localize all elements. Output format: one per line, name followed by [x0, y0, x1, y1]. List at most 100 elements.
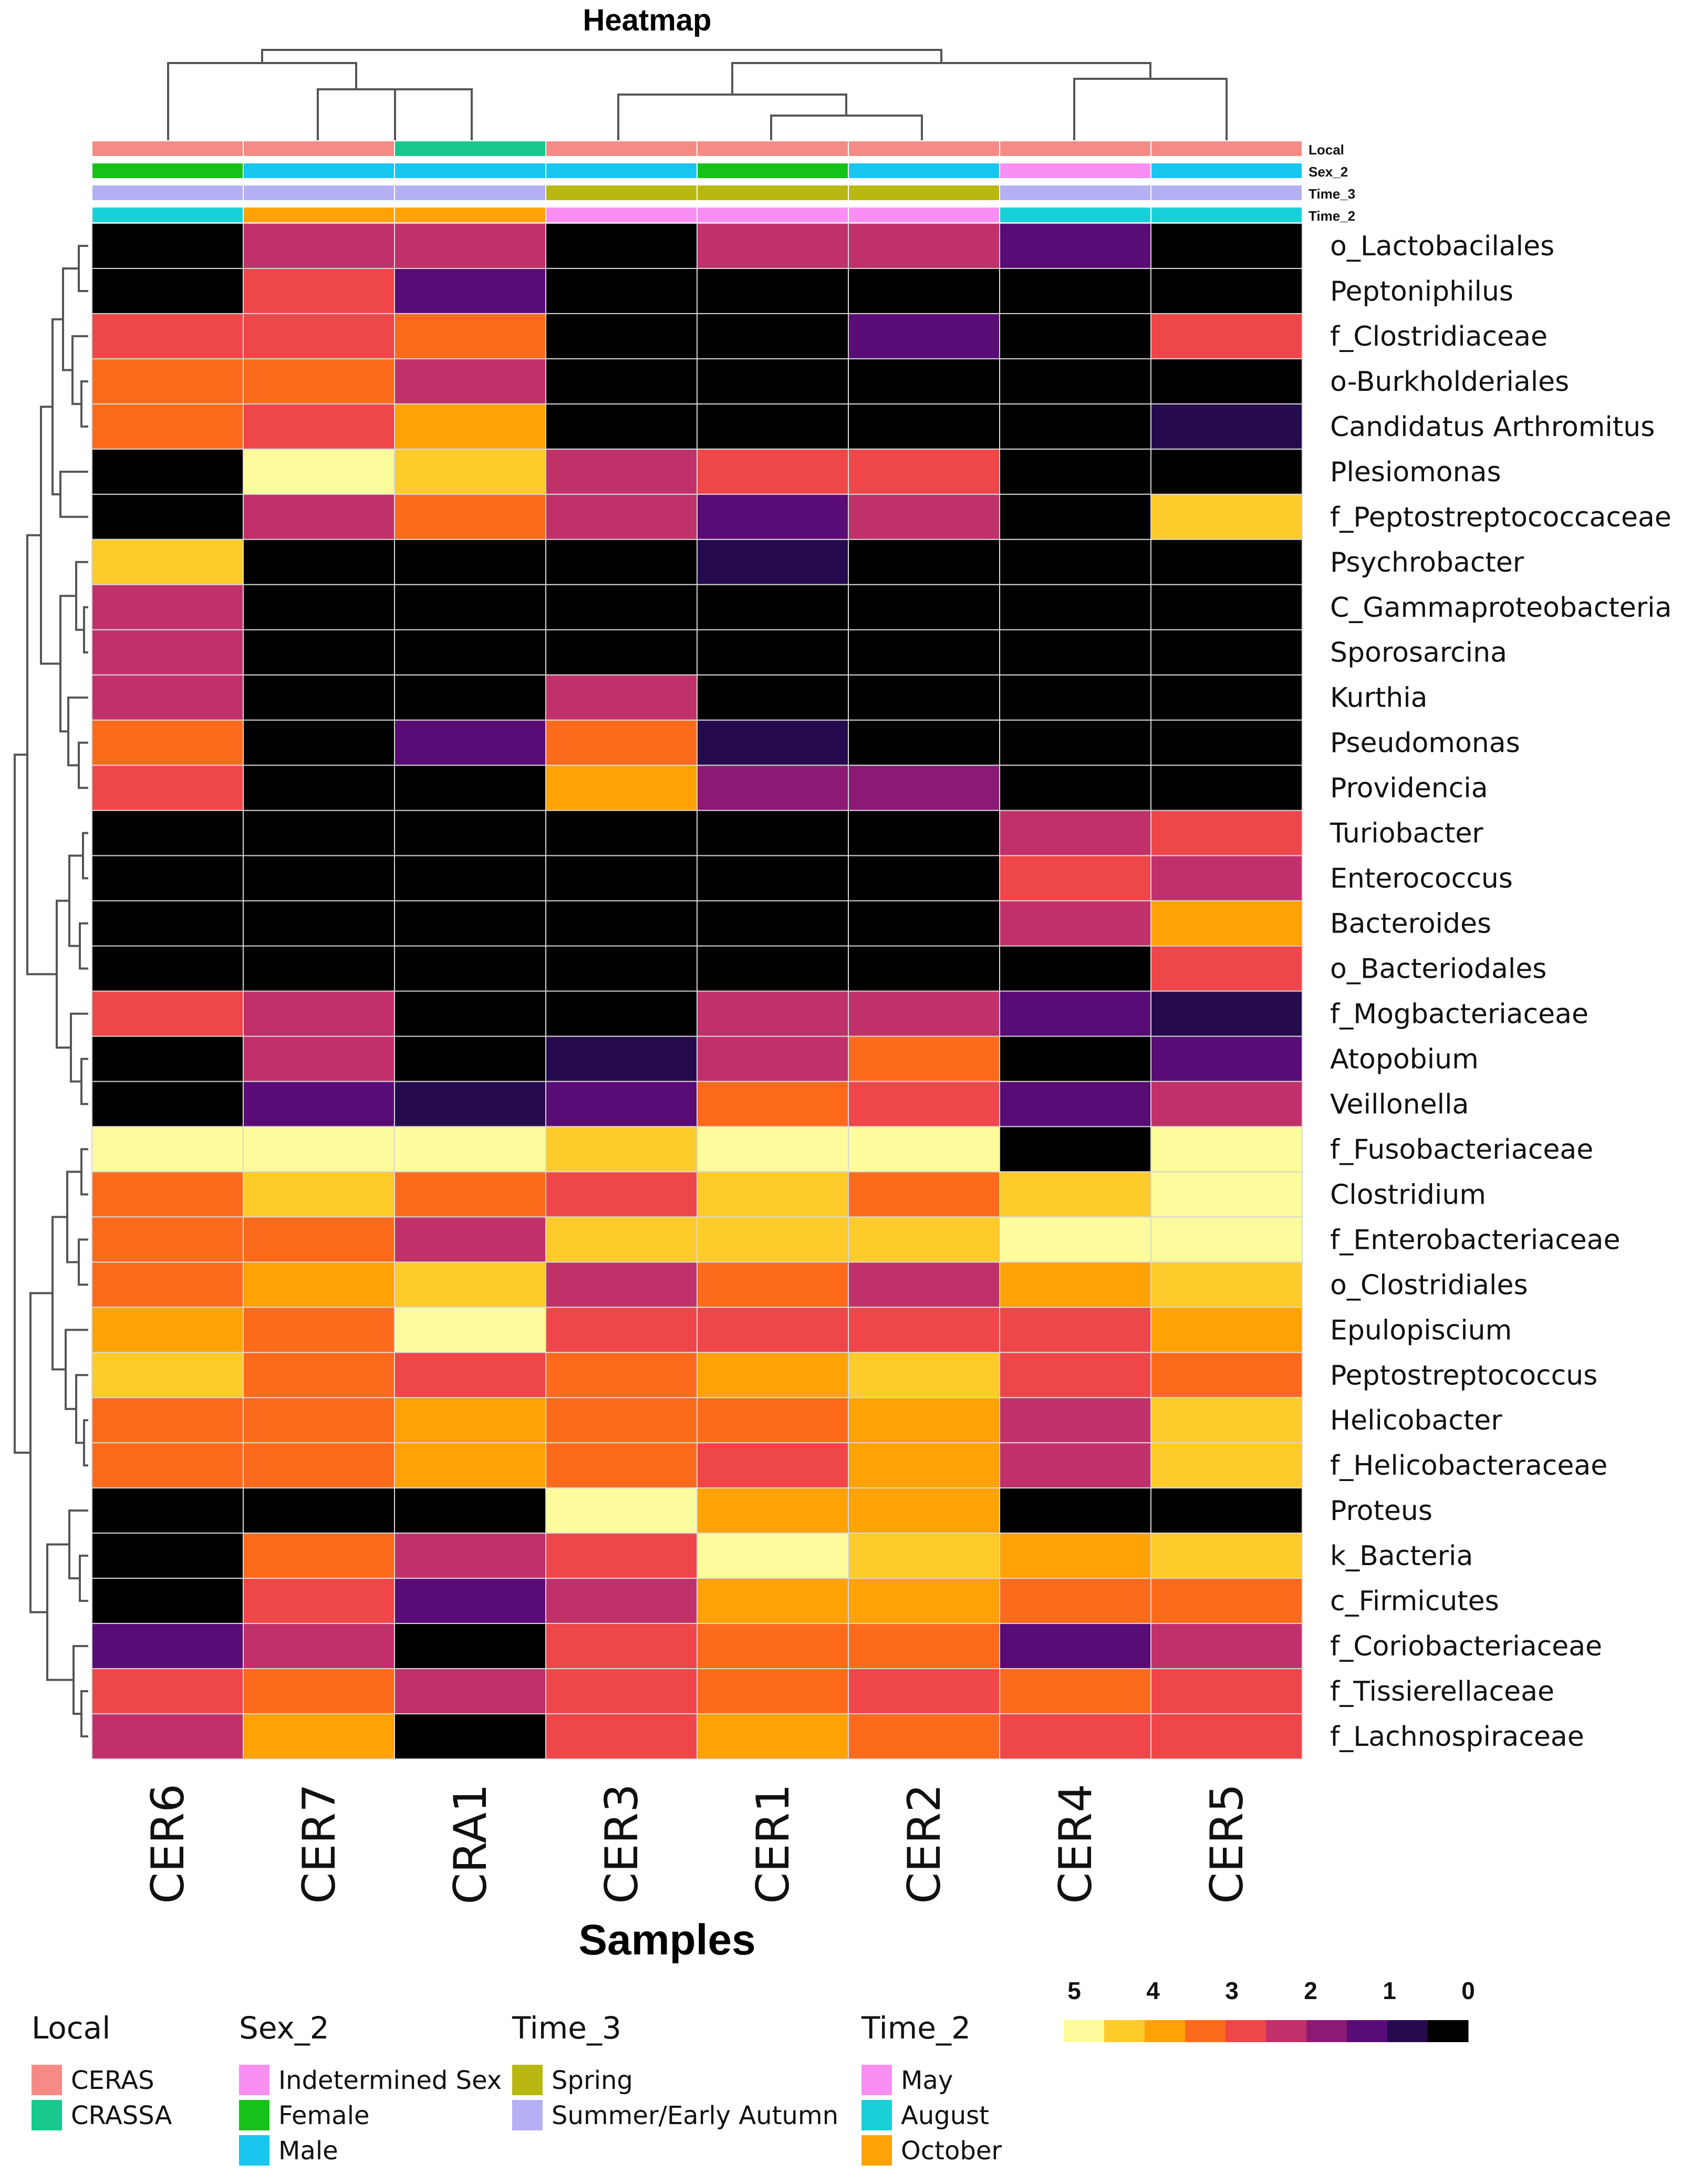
- heatmap-cell-c-firmicutes-cer3: [545, 1578, 698, 1624]
- heatmap-cell-epulopiscium-cra1: [394, 1307, 546, 1353]
- heatmap-cell-plesiomonas-cer6: [91, 448, 244, 495]
- heatmap-cell-epulopiscium-cer4: [999, 1307, 1151, 1353]
- heatmap-cell-atopobium-cer2: [848, 1036, 1000, 1082]
- heatmap-cell-f-peptostreptococcaceae-cer5: [1150, 493, 1303, 540]
- annotation-cell-sex-2-cer2: [848, 162, 1000, 179]
- heatmap-cell-f-fusobacteriaceae-cra1: [394, 1126, 546, 1173]
- heatmap-cell-f-mogbacteriaceae-cra1: [394, 990, 546, 1037]
- heatmap-cell-k-bacteria-cra1: [394, 1533, 546, 1579]
- column-label: CER3: [596, 1784, 648, 1904]
- heatmap-cell-candidatus-arthromitus-cra1: [394, 403, 546, 450]
- heatmap-cell-f-lachnospiraceae-cer7: [243, 1713, 395, 1759]
- annotation-cell-time-3-cer3: [545, 184, 698, 201]
- annotation-cell-time-2-cer7: [243, 206, 395, 223]
- row-label: Sporosarcina: [1330, 637, 1507, 669]
- row-label: Veillonella: [1330, 1089, 1469, 1120]
- legend-swatch: [239, 2135, 269, 2166]
- annotation-track-label: Time_3: [1309, 186, 1355, 202]
- heatmap-cell-atopobium-cer5: [1150, 1036, 1303, 1082]
- heatmap-cell-f-enterobacteriaceae-cer5: [1150, 1216, 1303, 1263]
- color-scale-segment: [1145, 2020, 1186, 2042]
- heatmap-cell-atopobium-cer7: [243, 1036, 395, 1082]
- heatmap-cell-kurthia-cra1: [394, 674, 546, 721]
- annotation-cell-local-cer4: [999, 140, 1151, 157]
- heatmap-cell-k-bacteria-cer5: [1150, 1533, 1303, 1579]
- annotation-cell-time-3-cer2: [848, 184, 1000, 201]
- heatmap-cell-f-coriobacteriaceae-cer4: [999, 1623, 1151, 1670]
- annotation-cell-time-3-cer1: [697, 184, 849, 201]
- heatmap-cell-candidatus-arthromitus-cer2: [848, 403, 1000, 450]
- heatmap-cell-helicobacter-cer6: [91, 1397, 244, 1444]
- heatmap-cell-o-burkholderiales-cra1: [394, 358, 546, 405]
- heatmap-cell-f-lachnospiraceae-cer5: [1150, 1713, 1303, 1759]
- annotation-cell-time-2-cer4: [999, 206, 1151, 223]
- row-label: f_Mogbacteriaceae: [1330, 998, 1588, 1030]
- legend-item-label: Summer/Early Autumn: [552, 2101, 838, 2130]
- heatmap-cell-sporosarcina-cer6: [91, 629, 244, 676]
- heatmap-cell-bacteroides-cer3: [545, 900, 698, 947]
- heatmap-cell-atopobium-cer1: [697, 1036, 849, 1082]
- heatmap-cell-psychrobacter-cer3: [545, 539, 698, 585]
- column-label: CRA1: [444, 1784, 497, 1904]
- heatmap-cell-proteus-cer6: [91, 1487, 244, 1534]
- heatmap-cell-k-bacteria-cer3: [545, 1533, 698, 1579]
- heatmap-cell-providencia-cra1: [394, 764, 546, 811]
- heatmap-cell-veillonella-cer5: [1150, 1081, 1303, 1127]
- heatmap-cell-plesiomonas-cer4: [999, 448, 1151, 495]
- heatmap-cell-enterococcus-cer1: [697, 855, 849, 902]
- heatmap-cell-c-gammaproteobacteria-cer3: [545, 584, 698, 630]
- heatmap-cell-epulopiscium-cer3: [545, 1307, 698, 1353]
- annotation-tracks: [91, 140, 1303, 223]
- heatmap-cell-o-clostridiales-cer3: [545, 1261, 698, 1308]
- heatmap-cell-f-clostridiaceae-cer4: [999, 313, 1151, 359]
- heatmap-cell-candidatus-arthromitus-cer6: [91, 403, 244, 450]
- heatmap-cell-f-lachnospiraceae-cer2: [848, 1713, 1000, 1759]
- heatmap-cell-peptostreptococcus-cer6: [91, 1352, 244, 1399]
- heatmap-cell-f-clostridiaceae-cer6: [91, 313, 244, 359]
- heatmap-cell-veillonella-cer7: [243, 1081, 395, 1127]
- color-scale-segment: [1387, 2020, 1428, 2042]
- annotation-cell-time-3-cer6: [91, 184, 244, 201]
- heatmap-cell-veillonella-cer1: [697, 1081, 849, 1127]
- annotation-legend: Local CERAS CRASSA Sex_2 Indetermined Sex Fem…: [32, 2010, 1002, 2166]
- heatmap-cell-psychrobacter-cer6: [91, 539, 244, 585]
- heatmap-cell-f-enterobacteriaceae-cer7: [243, 1216, 395, 1263]
- heatmap-cell-veillonella-cer6: [91, 1081, 244, 1127]
- row-label: k_Bacteria: [1330, 1540, 1473, 1572]
- heatmap-cell-turiobacter-cer3: [545, 810, 698, 856]
- heatmap-cell-c-gammaproteobacteria-cer4: [999, 584, 1151, 630]
- heatmap-cell-peptoniphilus-cer2: [848, 267, 1000, 314]
- heatmap-cell-o-bacteriodales-cer3: [545, 945, 698, 992]
- color-scale-legend: 5 4 3 2 1 0: [1064, 1977, 1475, 2042]
- chart-title: Heatmap: [583, 3, 712, 37]
- heatmap-cell-o-lactobacilales-cer3: [545, 223, 698, 269]
- heatmap-cell-f-clostridiaceae-cra1: [394, 313, 546, 359]
- heatmap-cell-enterococcus-cer4: [999, 855, 1151, 902]
- heatmap-cell-sporosarcina-cer7: [243, 629, 395, 676]
- heatmap-cell-sporosarcina-cer5: [1150, 629, 1303, 676]
- heatmap-cell-proteus-cer3: [545, 1487, 698, 1534]
- row-label: o_Bacteriodales: [1330, 954, 1546, 985]
- heatmap-cell-f-enterobacteriaceae-cer1: [697, 1216, 849, 1263]
- heatmap-cell-k-bacteria-cer7: [243, 1533, 395, 1579]
- heatmap-cell-bacteroides-cer2: [848, 900, 1000, 947]
- annotation-cell-local-cer3: [545, 140, 698, 157]
- annotation-cell-time-2-cra1: [394, 206, 546, 223]
- heatmap-cell-f-fusobacteriaceae-cer7: [243, 1126, 395, 1173]
- heatmap-cell-f-lachnospiraceae-cer4: [999, 1713, 1151, 1759]
- heatmap-cell-psychrobacter-cer1: [697, 539, 849, 585]
- heatmap-cell-f-fusobacteriaceae-cer6: [91, 1126, 244, 1173]
- row-dendrogram: [14, 244, 88, 1738]
- legend-item-label: Female: [278, 2101, 370, 2130]
- color-scale-segment: [1266, 2020, 1307, 2042]
- heatmap-cell-k-bacteria-cer2: [848, 1533, 1000, 1579]
- heatmap-cell-f-enterobacteriaceae-cer4: [999, 1216, 1151, 1263]
- heatmap-cell-helicobacter-cer2: [848, 1397, 1000, 1444]
- row-label: Psychrobacter: [1330, 547, 1524, 578]
- heatmap-cell-o-lactobacilales-cer2: [848, 223, 1000, 269]
- heatmap-cell-f-fusobacteriaceae-cer4: [999, 1126, 1151, 1173]
- heatmap-cell-providencia-cer6: [91, 764, 244, 811]
- heatmap-cell-plesiomonas-cer2: [848, 448, 1000, 495]
- heatmap-cell-o-burkholderiales-cer1: [697, 358, 849, 405]
- heatmap-cell-epulopiscium-cer7: [243, 1307, 395, 1353]
